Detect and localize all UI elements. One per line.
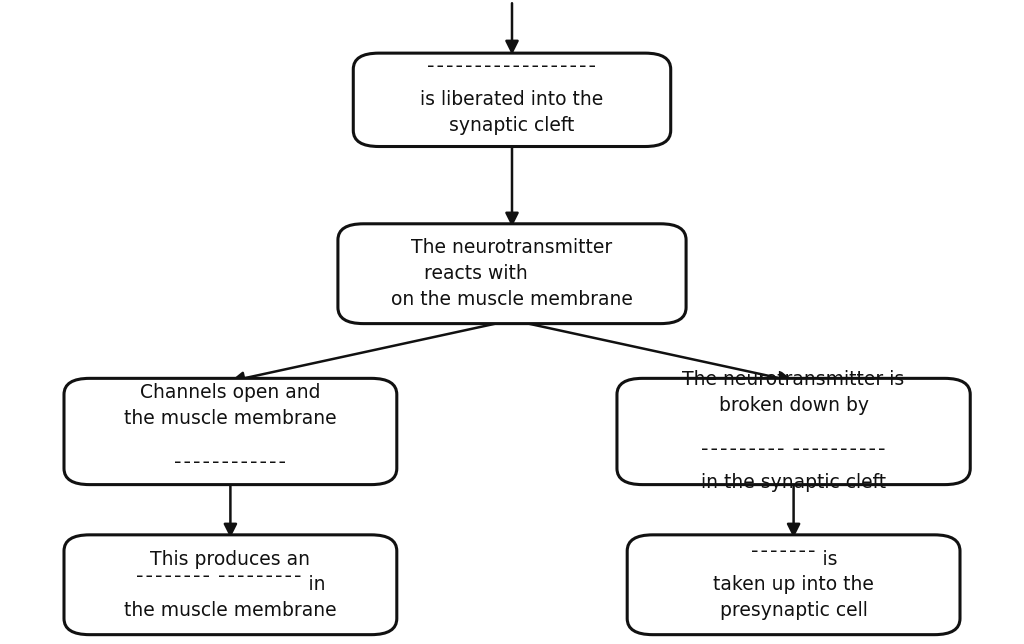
- FancyBboxPatch shape: [353, 53, 671, 147]
- FancyBboxPatch shape: [616, 379, 971, 485]
- Text: ¯¯¯¯¯¯¯¯¯¯¯¯¯¯¯¯¯¯
is liberated into the
synaptic cleft: ¯¯¯¯¯¯¯¯¯¯¯¯¯¯¯¯¯¯ is liberated into the…: [421, 64, 603, 135]
- FancyBboxPatch shape: [338, 224, 686, 324]
- FancyBboxPatch shape: [63, 379, 397, 485]
- Text: The neurotransmitter is
broken down by

¯¯¯¯¯¯¯¯¯ ¯¯¯¯¯¯¯¯¯¯
in the synaptic cle: The neurotransmitter is broken down by ¯…: [682, 370, 905, 493]
- Text: This produces an
¯¯¯¯¯¯¯¯ ¯¯¯¯¯¯¯¯¯ in
the muscle membrane: This produces an ¯¯¯¯¯¯¯¯ ¯¯¯¯¯¯¯¯¯ in t…: [124, 549, 337, 620]
- Text: Channels open and
the muscle membrane

¯¯¯¯¯¯¯¯¯¯¯¯: Channels open and the muscle membrane ¯¯…: [124, 383, 337, 480]
- FancyBboxPatch shape: [63, 535, 397, 635]
- Text: The neurotransmitter
reacts with            
on the muscle membrane: The neurotransmitter reacts with on the …: [391, 238, 633, 309]
- Text: ¯¯¯¯¯¯¯ is
taken up into the
presynaptic cell: ¯¯¯¯¯¯¯ is taken up into the presynaptic…: [713, 549, 874, 620]
- FancyBboxPatch shape: [627, 535, 961, 635]
